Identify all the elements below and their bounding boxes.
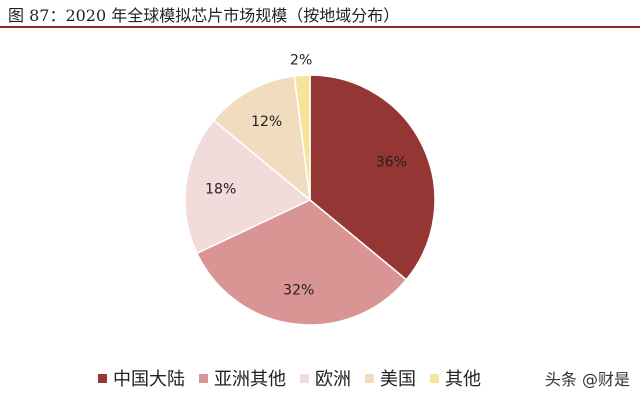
legend-label: 美国 [380, 369, 416, 390]
legend-swatch [199, 373, 208, 383]
chart-title: 图 87：2020 年全球模拟芯片市场规模（按地域分布） [8, 6, 400, 25]
slice-data-label: 18% [205, 182, 236, 198]
title-divider [0, 26, 640, 28]
legend-item-usa: 美国 [365, 365, 416, 391]
pie-slice-1 [309, 74, 436, 281]
legend-item-other: 其他 [430, 365, 481, 391]
legend-swatch [365, 373, 374, 383]
legend-swatch [300, 373, 309, 383]
legend-item-asia-other: 亚洲其他 [199, 365, 286, 391]
pie-slice-5 [293, 74, 311, 201]
legend-label: 欧洲 [315, 369, 351, 390]
legend-label: 亚洲其他 [214, 369, 286, 390]
slice-data-label: 2% [290, 52, 312, 68]
slice-data-label: 32% [283, 282, 314, 298]
pie-slice-2 [195, 199, 408, 326]
legend-label: 其他 [445, 369, 481, 390]
legend: 中国大陆 亚洲其他 欧洲 美国 其他 [98, 365, 495, 391]
legend-label: 中国大陆 [113, 369, 185, 390]
watermark: 头条 @财是 [544, 370, 630, 389]
legend-swatch [430, 373, 439, 383]
legend-item-europe: 欧洲 [300, 365, 351, 391]
pie-slice-3 [184, 119, 312, 255]
slice-data-label: 12% [251, 114, 282, 130]
legend-item-china: 中国大陆 [98, 365, 185, 391]
pie-chart: 36% 32% 18% 12% 2% [184, 52, 436, 326]
legend-swatch [98, 373, 107, 383]
pie-slice-4 [212, 75, 311, 202]
slice-data-label: 36% [376, 155, 407, 171]
